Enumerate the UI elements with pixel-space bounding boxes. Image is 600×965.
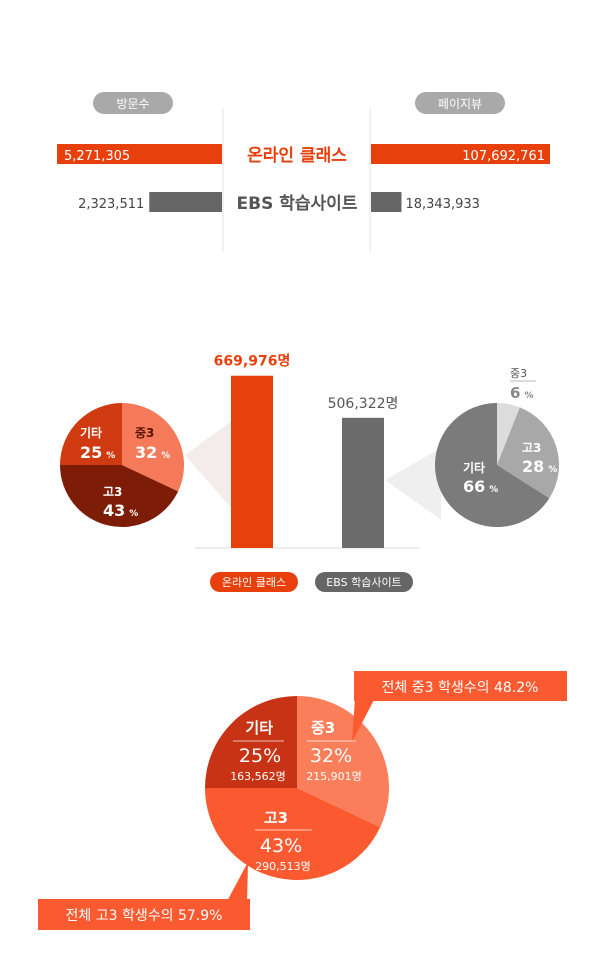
pie-online-label-etc: 기타 (80, 425, 102, 440)
legend-pill-online (210, 572, 298, 592)
legend-online: 온라인 클래스 (222, 576, 286, 589)
big-pie-slice-go3 (205, 788, 381, 880)
legend-pill-ebs (315, 572, 413, 592)
pie-online-label-jung3: 중3 (135, 426, 154, 440)
pageviews-bar-ebs (371, 192, 402, 212)
students-label-online: 669,976명 (214, 353, 291, 370)
big-pie-count-jung3: 215,901명 (306, 770, 362, 783)
callout-pointer-jung3 (352, 698, 375, 742)
visits-label-online: 5,271,305 (64, 149, 130, 164)
students-bar-ebs (342, 417, 384, 548)
pageviews-label-ebs: 18,343,933 (405, 197, 479, 212)
pie-online-slice-jung3 (122, 403, 185, 492)
big-pie-value-etc: 25% (239, 745, 281, 767)
pie-online-value-go3: 43% (103, 501, 138, 520)
big-pie-slice-jung3 (297, 696, 389, 828)
zoom-wedge-ebs (385, 448, 441, 520)
pie-ebs-value-jung3: 6% (510, 384, 533, 402)
callout-go3: 전체 고3 학생수의 57.9% (66, 908, 223, 924)
big-pie-label-jung3: 중3 (311, 719, 335, 737)
callout-jung3: 전체 중3 학생수의 48.2% (382, 680, 539, 696)
pageviews-bar-online (371, 144, 550, 164)
pie-online-slice-go3 (60, 465, 179, 528)
pie-online-value-etc: 25% (80, 443, 115, 462)
pie-ebs-value-etc: 66% (463, 477, 498, 496)
big-pie-count-go3: 290,513명 (255, 860, 311, 873)
pie-ebs-label-etc: 기타 (463, 460, 485, 475)
pie-online-slice-etc (60, 403, 122, 465)
callout-box-go3 (38, 899, 250, 930)
students-label-ebs: 506,322명 (328, 396, 399, 412)
students-bar-online (231, 375, 273, 548)
big-pie-value-jung3: 32% (310, 745, 352, 767)
category-label-ebs: EBS 학습사이트 (237, 194, 358, 214)
students-chart: 669,976명 506,322명 온라인 클래스 EBS 학습사이트 중3 3… (60, 353, 560, 592)
pie-ebs-slice-jung3 (497, 403, 520, 465)
big-pie-count-etc: 163,562명 (230, 770, 286, 783)
legend-ebs: EBS 학습사이트 (326, 576, 401, 589)
visits-bar-online (57, 144, 222, 164)
visits-bar-ebs (149, 192, 222, 212)
online-breakdown-chart: 전체 중3 학생수의 48.2% 전체 고3 학생수의 57.9% 기타 25%… (38, 671, 567, 930)
pie-online-value-jung3: 32% (135, 443, 170, 462)
big-pie-label-etc: 기타 (245, 719, 273, 737)
big-pie-slice-etc (205, 696, 297, 788)
visit-pageview-chart: 방문수 페이지뷰 5,271,305 2,323,511 온라인 클래스 EBS… (57, 92, 550, 252)
visits-header: 방문수 (116, 97, 149, 111)
pie-online-label-go3: 고3 (103, 485, 122, 499)
pageviews-label-online: 107,692,761 (462, 149, 545, 164)
pie-ebs-slice-go3 (497, 407, 560, 499)
big-pie-value-go3: 43% (260, 835, 302, 857)
pageviews-header: 페이지뷰 (438, 97, 482, 111)
pie-ebs-label-jung3: 중3 (510, 367, 527, 380)
category-label-online: 온라인 클래스 (247, 146, 347, 166)
pie-ebs-value-go3: 28% (522, 457, 557, 476)
pie-ebs-slice-etc (435, 403, 550, 527)
callout-pointer-go3 (225, 862, 248, 905)
pageviews-header-pill (415, 92, 505, 114)
visits-label-ebs: 2,323,511 (78, 197, 144, 212)
big-pie-label-go3: 고3 (264, 809, 288, 827)
callout-box-jung3 (354, 671, 567, 701)
visits-header-pill (93, 92, 173, 114)
zoom-wedge-online (185, 420, 233, 510)
pie-ebs-label-go3: 고3 (522, 441, 541, 455)
